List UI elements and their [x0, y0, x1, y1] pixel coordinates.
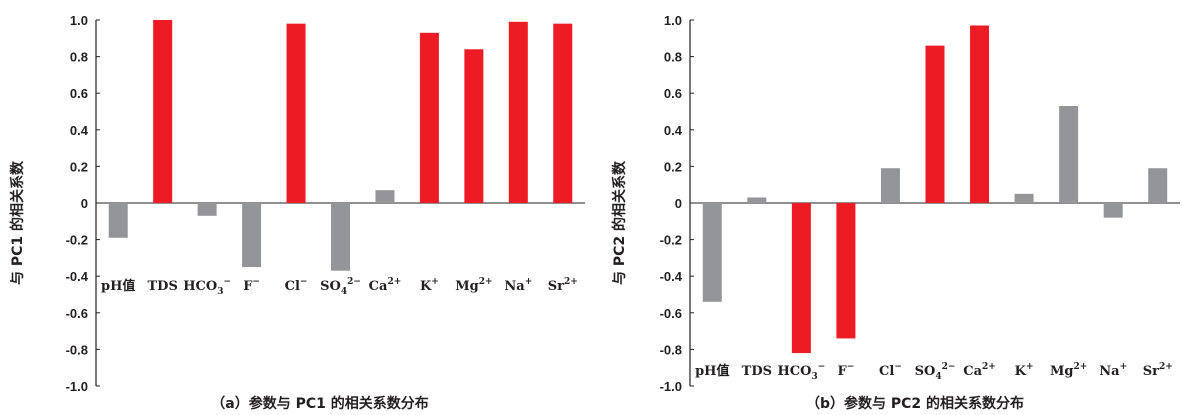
y-tick-label: -0.8	[660, 342, 682, 357]
category-label: pH值	[695, 363, 729, 379]
y-tick-label: 0.6	[70, 86, 88, 101]
category-label: Sr2+	[548, 277, 578, 294]
chart-panel-a: 1.0 0.8 0.6 0.4 0.2 0 -0.2 -0.4 -0.6 -0.8 -1.0 与 PC…	[9, 13, 585, 412]
y-tick-label: 0.4	[70, 123, 89, 138]
category-label: Ca2+	[369, 277, 402, 294]
y-tick-label: 0.2	[70, 159, 88, 174]
category-label: Sr2+	[1143, 362, 1173, 379]
y-tick-label: -0.2	[660, 233, 682, 248]
category-label: SO42−	[915, 362, 956, 382]
bar-6	[970, 25, 990, 203]
chart-panel-b: 1.0 0.8 0.6 0.4 0.2 0 -0.2 -0.4 -0.6 -0.8 -1.0 与 PC…	[611, 13, 1180, 412]
category-label: SO42−	[320, 277, 361, 297]
bar-5	[925, 45, 945, 204]
bar-0	[702, 203, 722, 302]
bar-10	[1148, 168, 1168, 203]
bar-8	[1059, 106, 1079, 203]
y-tick-label: -0.6	[660, 306, 682, 321]
y-tick-label: 0.8	[70, 50, 88, 65]
bar-4	[880, 168, 900, 203]
bar-2	[197, 203, 217, 216]
category-label: Na+	[1099, 362, 1127, 379]
y-tick-label: 0.2	[664, 159, 682, 174]
category-label: K+	[420, 277, 439, 294]
bar-9	[1103, 203, 1123, 218]
category-label: Na+	[504, 277, 532, 294]
category-label: HCO3−	[183, 277, 231, 297]
category-label: HCO3−	[777, 362, 825, 382]
y-tick-label: -0.2	[66, 233, 88, 248]
bar-3	[836, 203, 856, 339]
y-tick-label: -0.4	[660, 269, 683, 284]
bar-2	[791, 203, 811, 354]
bar-9	[508, 21, 528, 203]
category-label: TDS	[148, 279, 178, 294]
bar-7	[1014, 193, 1034, 203]
y-tick-label: -0.4	[66, 269, 89, 284]
y-tick-label: 0	[81, 196, 88, 211]
category-label: Mg2+	[455, 277, 492, 294]
category-label: Cl−	[285, 277, 308, 294]
bar-1	[747, 197, 767, 203]
y-tick-label: 0	[675, 196, 682, 211]
bar-3	[242, 203, 262, 268]
category-label: Cl−	[879, 362, 902, 379]
bar-4	[286, 23, 306, 203]
y-axis-label: 与 PC1 的相关系数	[9, 160, 26, 285]
y-tick-label: 0.8	[664, 50, 682, 65]
category-label: Ca2+	[963, 362, 996, 379]
category-label: F−	[838, 362, 855, 379]
y-tick-label: -1.0	[66, 379, 88, 394]
chart-caption: （a）参数与 PC1 的相关系数分布	[211, 395, 428, 412]
y-tick-label: -0.8	[66, 342, 88, 357]
bar-10	[553, 23, 573, 203]
y-tick-label: 1.0	[70, 13, 88, 28]
y-tick-label: 1.0	[664, 13, 682, 28]
bar-6	[375, 190, 395, 203]
bar-0	[108, 203, 128, 238]
y-tick-label: -1.0	[660, 379, 682, 394]
bar-7	[419, 32, 439, 204]
category-label: pH值	[101, 278, 135, 294]
category-label: Mg2+	[1050, 362, 1087, 379]
category-label: TDS	[742, 364, 772, 379]
bar-5	[331, 203, 350, 271]
y-tick-label: 0.6	[664, 86, 682, 101]
category-label: K+	[1015, 362, 1034, 379]
y-axis-label: 与 PC2 的相关系数	[611, 160, 628, 285]
y-tick-label: -0.6	[66, 306, 88, 321]
category-label: F−	[243, 277, 260, 294]
bar-8	[464, 49, 484, 203]
y-tick-label: 0.4	[664, 123, 683, 138]
bar-1	[153, 20, 173, 203]
chart-caption: （b）参数与 PC2 的相关系数分布	[806, 395, 1024, 412]
